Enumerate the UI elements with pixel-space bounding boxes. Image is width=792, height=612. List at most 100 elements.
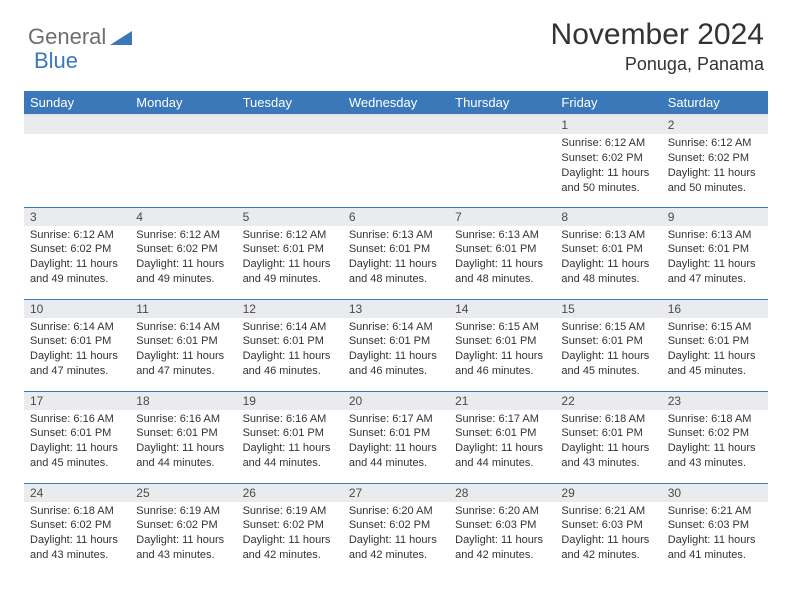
calendar-cell: 25Sunrise: 6:19 AMSunset: 6:02 PMDayligh… xyxy=(130,483,236,575)
calendar-row: 3Sunrise: 6:12 AMSunset: 6:02 PMDaylight… xyxy=(24,207,768,299)
calendar-cell: 26Sunrise: 6:19 AMSunset: 6:02 PMDayligh… xyxy=(237,483,343,575)
sunrise-text: Sunrise: 6:14 AM xyxy=(136,320,230,335)
daylight-text: Daylight: 11 hours and 44 minutes. xyxy=(455,441,549,471)
calendar-cell: 21Sunrise: 6:17 AMSunset: 6:01 PMDayligh… xyxy=(449,391,555,483)
sunset-text: Sunset: 6:02 PM xyxy=(668,151,762,166)
day-number: 25 xyxy=(130,484,236,502)
calendar-cell: 15Sunrise: 6:15 AMSunset: 6:01 PMDayligh… xyxy=(555,299,661,391)
day-number: 23 xyxy=(662,392,768,410)
day-details: Sunrise: 6:16 AMSunset: 6:01 PMDaylight:… xyxy=(24,410,130,475)
calendar-table: Sunday Monday Tuesday Wednesday Thursday… xyxy=(24,91,768,575)
day-details: Sunrise: 6:15 AMSunset: 6:01 PMDaylight:… xyxy=(449,318,555,383)
sunset-text: Sunset: 6:01 PM xyxy=(455,334,549,349)
day-number: 27 xyxy=(343,484,449,502)
sunset-text: Sunset: 6:01 PM xyxy=(455,426,549,441)
sunset-text: Sunset: 6:02 PM xyxy=(30,242,124,257)
day-details: Sunrise: 6:12 AMSunset: 6:02 PMDaylight:… xyxy=(130,226,236,291)
day-number: 18 xyxy=(130,392,236,410)
location: Ponuga, Panama xyxy=(551,54,764,75)
weekday-header: Friday xyxy=(555,91,661,115)
sunset-text: Sunset: 6:01 PM xyxy=(30,334,124,349)
sunrise-text: Sunrise: 6:15 AM xyxy=(455,320,549,335)
day-number: 10 xyxy=(24,300,130,318)
daylight-text: Daylight: 11 hours and 43 minutes. xyxy=(136,533,230,563)
day-number xyxy=(449,116,555,134)
sunrise-text: Sunrise: 6:20 AM xyxy=(455,504,549,519)
sunset-text: Sunset: 6:02 PM xyxy=(668,426,762,441)
day-details: Sunrise: 6:14 AMSunset: 6:01 PMDaylight:… xyxy=(343,318,449,383)
sunset-text: Sunset: 6:03 PM xyxy=(668,518,762,533)
day-details: Sunrise: 6:17 AMSunset: 6:01 PMDaylight:… xyxy=(343,410,449,475)
day-number: 9 xyxy=(662,208,768,226)
calendar-cell: 9Sunrise: 6:13 AMSunset: 6:01 PMDaylight… xyxy=(662,207,768,299)
day-details: Sunrise: 6:14 AMSunset: 6:01 PMDaylight:… xyxy=(24,318,130,383)
day-number: 13 xyxy=(343,300,449,318)
daylight-text: Daylight: 11 hours and 46 minutes. xyxy=(455,349,549,379)
daylight-text: Daylight: 11 hours and 42 minutes. xyxy=(243,533,337,563)
day-number: 8 xyxy=(555,208,661,226)
day-number: 26 xyxy=(237,484,343,502)
month-title: November 2024 xyxy=(551,18,764,52)
day-details: Sunrise: 6:18 AMSunset: 6:02 PMDaylight:… xyxy=(662,410,768,475)
sunset-text: Sunset: 6:02 PM xyxy=(243,518,337,533)
day-details: Sunrise: 6:21 AMSunset: 6:03 PMDaylight:… xyxy=(555,502,661,567)
daylight-text: Daylight: 11 hours and 43 minutes. xyxy=(561,441,655,471)
calendar-cell: 23Sunrise: 6:18 AMSunset: 6:02 PMDayligh… xyxy=(662,391,768,483)
sunset-text: Sunset: 6:02 PM xyxy=(349,518,443,533)
sunset-text: Sunset: 6:01 PM xyxy=(561,334,655,349)
sunset-text: Sunset: 6:01 PM xyxy=(243,334,337,349)
calendar-cell: 22Sunrise: 6:18 AMSunset: 6:01 PMDayligh… xyxy=(555,391,661,483)
day-number: 4 xyxy=(130,208,236,226)
day-number xyxy=(237,116,343,134)
sunset-text: Sunset: 6:01 PM xyxy=(136,426,230,441)
calendar-cell: 16Sunrise: 6:15 AMSunset: 6:01 PMDayligh… xyxy=(662,299,768,391)
daylight-text: Daylight: 11 hours and 42 minutes. xyxy=(349,533,443,563)
sunrise-text: Sunrise: 6:14 AM xyxy=(30,320,124,335)
calendar-cell: 12Sunrise: 6:14 AMSunset: 6:01 PMDayligh… xyxy=(237,299,343,391)
day-details: Sunrise: 6:20 AMSunset: 6:02 PMDaylight:… xyxy=(343,502,449,567)
daylight-text: Daylight: 11 hours and 47 minutes. xyxy=(136,349,230,379)
day-details: Sunrise: 6:14 AMSunset: 6:01 PMDaylight:… xyxy=(237,318,343,383)
daylight-text: Daylight: 11 hours and 45 minutes. xyxy=(561,349,655,379)
sunrise-text: Sunrise: 6:18 AM xyxy=(561,412,655,427)
day-number: 5 xyxy=(237,208,343,226)
day-number xyxy=(130,116,236,134)
sunrise-text: Sunrise: 6:13 AM xyxy=(668,228,762,243)
sunset-text: Sunset: 6:03 PM xyxy=(455,518,549,533)
sunset-text: Sunset: 6:01 PM xyxy=(561,426,655,441)
day-number: 30 xyxy=(662,484,768,502)
day-details: Sunrise: 6:12 AMSunset: 6:02 PMDaylight:… xyxy=(555,134,661,199)
daylight-text: Daylight: 11 hours and 46 minutes. xyxy=(243,349,337,379)
weekday-header: Saturday xyxy=(662,91,768,115)
logo-triangle-icon xyxy=(110,29,132,47)
day-number: 12 xyxy=(237,300,343,318)
day-number xyxy=(24,116,130,134)
day-details: Sunrise: 6:13 AMSunset: 6:01 PMDaylight:… xyxy=(662,226,768,291)
daylight-text: Daylight: 11 hours and 47 minutes. xyxy=(30,349,124,379)
weekday-header-row: Sunday Monday Tuesday Wednesday Thursday… xyxy=(24,91,768,115)
calendar-cell: 2Sunrise: 6:12 AMSunset: 6:02 PMDaylight… xyxy=(662,115,768,207)
sunrise-text: Sunrise: 6:12 AM xyxy=(243,228,337,243)
weekday-header: Thursday xyxy=(449,91,555,115)
calendar-cell: 24Sunrise: 6:18 AMSunset: 6:02 PMDayligh… xyxy=(24,483,130,575)
calendar-cell: 17Sunrise: 6:16 AMSunset: 6:01 PMDayligh… xyxy=(24,391,130,483)
sunrise-text: Sunrise: 6:17 AM xyxy=(455,412,549,427)
day-number: 24 xyxy=(24,484,130,502)
sunrise-text: Sunrise: 6:13 AM xyxy=(561,228,655,243)
sunset-text: Sunset: 6:01 PM xyxy=(349,426,443,441)
calendar-cell: 28Sunrise: 6:20 AMSunset: 6:03 PMDayligh… xyxy=(449,483,555,575)
calendar-row: 1Sunrise: 6:12 AMSunset: 6:02 PMDaylight… xyxy=(24,115,768,207)
calendar-cell: 27Sunrise: 6:20 AMSunset: 6:02 PMDayligh… xyxy=(343,483,449,575)
day-details: Sunrise: 6:13 AMSunset: 6:01 PMDaylight:… xyxy=(555,226,661,291)
sunset-text: Sunset: 6:02 PM xyxy=(136,242,230,257)
day-number xyxy=(343,116,449,134)
sunrise-text: Sunrise: 6:16 AM xyxy=(136,412,230,427)
sunset-text: Sunset: 6:01 PM xyxy=(455,242,549,257)
sunset-text: Sunset: 6:01 PM xyxy=(243,426,337,441)
day-details: Sunrise: 6:16 AMSunset: 6:01 PMDaylight:… xyxy=(237,410,343,475)
day-details xyxy=(343,134,449,194)
sunset-text: Sunset: 6:01 PM xyxy=(668,242,762,257)
day-details: Sunrise: 6:12 AMSunset: 6:01 PMDaylight:… xyxy=(237,226,343,291)
sunrise-text: Sunrise: 6:19 AM xyxy=(136,504,230,519)
calendar-cell: 11Sunrise: 6:14 AMSunset: 6:01 PMDayligh… xyxy=(130,299,236,391)
